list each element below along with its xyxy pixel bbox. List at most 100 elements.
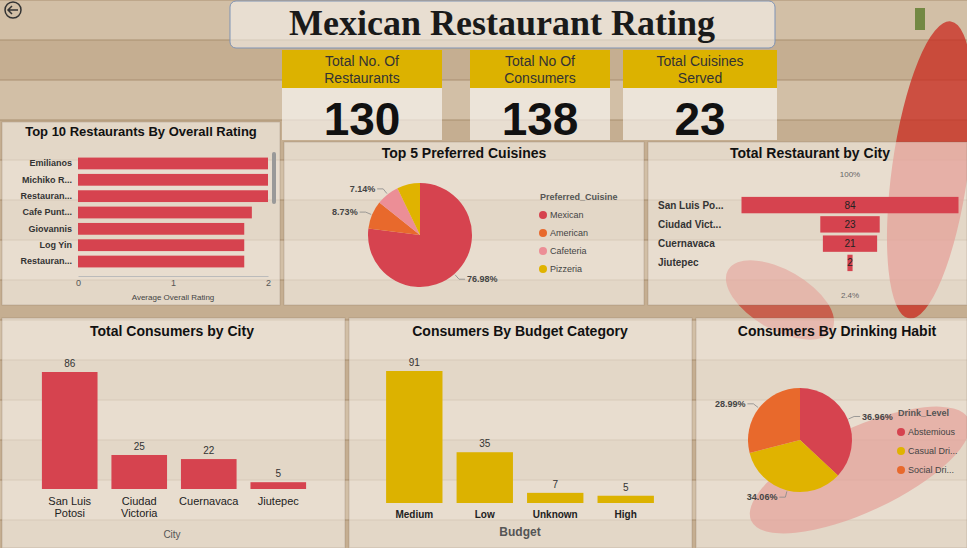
card-label-line: Restaurants [324,70,399,86]
tick-label-line: Jiutepec [258,495,299,507]
x-tick-label: San LuisPotosi [48,495,91,519]
back-icon [5,2,21,18]
chart-title: Top 10 Restaurants By Overall Rating [25,124,257,139]
card-header [623,50,777,88]
leader-line [455,275,465,279]
bar [250,482,306,489]
y-tick: Cafe Punt... [22,207,78,217]
panel [284,142,644,305]
legend-label: Casual Dri... [908,446,958,456]
funnel-bar [820,216,879,232]
legend-title: Preferred_Cuisine [540,192,618,202]
card-label-line: Total No Of [505,53,575,69]
y-tick: Log Yin [40,240,79,250]
funnel-bar [823,235,877,251]
y-tick: Giovannis [28,224,78,234]
x-tick-label: CiudadVictoria [121,495,158,519]
data-label: 36.96% [862,412,893,422]
chilli-stem [915,8,925,30]
bar [386,371,442,503]
card-label-line: Total Cuisines [656,53,743,69]
y-tick-label: Giovannis [28,224,72,234]
data-label: 28.99% [715,399,746,409]
x-axis: 012 [76,276,271,288]
x-tick: Cuernavaca [179,489,239,507]
x-axis-title: Budget [499,525,540,539]
data-label: 7 [552,479,558,490]
x-tick: San LuisPotosi [48,489,91,519]
card-value: 138 [502,93,579,145]
y-tick-label: Restauran... [20,191,72,201]
data-label: 5 [623,482,629,493]
card-label-line: Consumers [504,70,576,86]
bar [527,493,583,503]
chart-title: Consumers By Budget Category [412,323,628,339]
data-label: 84 [844,200,856,211]
x-tick: Low [475,503,495,520]
legend-swatch [897,428,905,436]
y-tick: Emilianos [29,158,78,168]
legend-swatch [539,229,547,237]
data-label: 22 [203,445,215,456]
funnel-bar [742,197,959,213]
panel [2,318,345,548]
y-axis: EmilianosMichiko R...Restauran...Cafe Pu… [20,158,78,266]
funnel-bars [742,197,959,271]
x-tick-label: Cuernavaca [179,495,239,507]
x-tick-label: 2 [266,278,271,288]
panel [696,318,967,548]
bars [42,372,306,489]
card-label: Total CuisinesServed [656,53,743,86]
title-box [230,1,775,48]
x-axis-title: City [163,529,180,540]
chart-title: Total Restaurant by City [730,145,890,161]
y-tick: Restauran... [20,256,78,266]
legend-swatch [539,247,547,255]
title: Mexican Restaurant Rating [289,3,715,43]
bar [78,239,244,251]
legend-label: Social Dri... [908,465,954,475]
x-tick: Jiutepec [258,489,299,507]
bars [78,158,268,268]
x-tick-label: 1 [171,278,176,288]
leader-line [849,416,861,418]
pie: 76.98%8.73%7.14% [332,183,497,287]
legend-swatch [539,211,547,219]
annotation: 100% [840,170,860,179]
bar [78,190,268,202]
y-tick-label: Log Yin [40,240,73,250]
card-header [282,50,442,88]
x-axis: San LuisPotosi CiudadVictoria Cuernavaca Ji… [48,489,299,519]
x-tick-label: Unknown [533,509,578,520]
bar [111,455,167,489]
panel [648,142,967,305]
data-label: 23 [844,219,856,230]
card-header [470,50,610,88]
x-tick: 1 [171,276,176,288]
data-label: 35 [479,438,491,449]
bar [78,158,268,170]
x-tick: CiudadVictoria [121,489,158,519]
x-tick: Unknown [533,503,578,520]
pie: 36.96% 34.06% 28.99% [715,388,893,502]
data-label: 76.98% [467,274,498,284]
category-label: Ciudad Vict... [658,219,721,230]
slice [397,183,420,235]
x-tick-label: Low [475,509,495,520]
tick-label-line: Victoria [121,507,158,519]
data-label: 34.06% [747,492,778,502]
slice [748,388,800,453]
leader-line [747,404,758,408]
data-label: 86 [64,358,76,369]
x-tick-label: High [615,509,637,520]
x-axis-title: Average Overall Rating [132,293,215,302]
leader-line [360,212,372,214]
bar [42,372,98,489]
bars [386,371,654,503]
data-label: 5 [276,468,282,479]
chart-title: Top 5 Preferred Cuisines [382,145,547,161]
legend-swatch [539,265,547,273]
background [0,0,967,548]
tick-label-line: Medium [395,509,433,520]
card-value: 23 [674,93,725,145]
